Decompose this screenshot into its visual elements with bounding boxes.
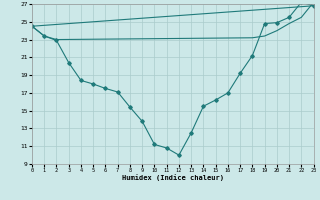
X-axis label: Humidex (Indice chaleur): Humidex (Indice chaleur) [122, 175, 224, 181]
